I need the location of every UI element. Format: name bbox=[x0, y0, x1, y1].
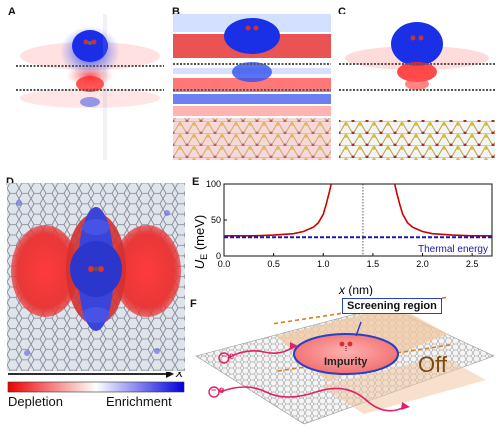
off-label: Off bbox=[418, 352, 447, 377]
potential-curve-1 bbox=[393, 183, 492, 237]
potential-curve-0 bbox=[224, 183, 332, 237]
screening-schematic: Screening region Impurity Off − e − e bbox=[186, 296, 498, 431]
colorbar-enrichment-label: Enrichment bbox=[106, 394, 172, 409]
x-axis-label: x (nm) bbox=[338, 283, 373, 296]
impurity-region bbox=[293, 333, 399, 375]
y-tick-label: 100 bbox=[206, 179, 221, 189]
electron-label-upper: − e bbox=[221, 351, 234, 362]
y-tick-label: 0 bbox=[216, 251, 221, 261]
x-tick-label: 0.5 bbox=[267, 259, 280, 269]
chart-svg: UE (meV) x (nm) Thermal energy 0.0 0.5 1.0… bbox=[192, 179, 493, 296]
y-tick-label: 50 bbox=[211, 215, 221, 225]
electron-charge-lower: − bbox=[211, 385, 217, 395]
electron-symbol-upper: e bbox=[228, 351, 235, 362]
electron-path-upper bbox=[227, 345, 295, 359]
electron-icon-lower bbox=[208, 386, 220, 398]
x-tick-label: 1.5 bbox=[367, 259, 380, 269]
x-tick-label: 0.0 bbox=[218, 259, 231, 269]
electron-path-lower bbox=[219, 386, 407, 412]
electron-symbol-lower: e bbox=[218, 385, 225, 396]
potential-energy-chart: UE (meV) x (nm) Thermal energy 0.0 0.5 1.0… bbox=[190, 176, 496, 296]
y-axis-label: UE (meV) bbox=[192, 215, 209, 269]
electron-charge-upper: − bbox=[221, 351, 227, 361]
electron-label-lower: − e bbox=[211, 385, 224, 396]
colorbar: x Depletion Enrichment bbox=[6, 372, 190, 432]
panel-label-a: A bbox=[8, 6, 16, 18]
charge-density-panel-a bbox=[14, 14, 166, 160]
x-tick-label: 1.0 bbox=[317, 259, 330, 269]
charge-density-panel-b bbox=[173, 14, 331, 160]
colorbar-axis-label: x bbox=[176, 372, 183, 380]
colorbar-depletion-label: Depletion bbox=[8, 394, 63, 409]
x-tick-label: 2.0 bbox=[416, 259, 429, 269]
screening-region-label: Screening region bbox=[342, 298, 442, 314]
charge-density-topview-panel-d bbox=[7, 183, 185, 371]
x-tick-label: 2.5 bbox=[466, 259, 479, 269]
panel-label-f: F bbox=[190, 298, 197, 310]
panel-label-e: E bbox=[192, 176, 200, 188]
panel-label-b: B bbox=[172, 6, 180, 18]
panel-label-c: C bbox=[338, 6, 346, 18]
charge-density-panel-c bbox=[339, 14, 495, 160]
panel-label-d: D bbox=[6, 176, 14, 188]
impurity-label: Impurity bbox=[324, 356, 368, 368]
thermal-energy-label: Thermal energy bbox=[418, 244, 488, 255]
electron-icon-upper bbox=[218, 352, 230, 364]
